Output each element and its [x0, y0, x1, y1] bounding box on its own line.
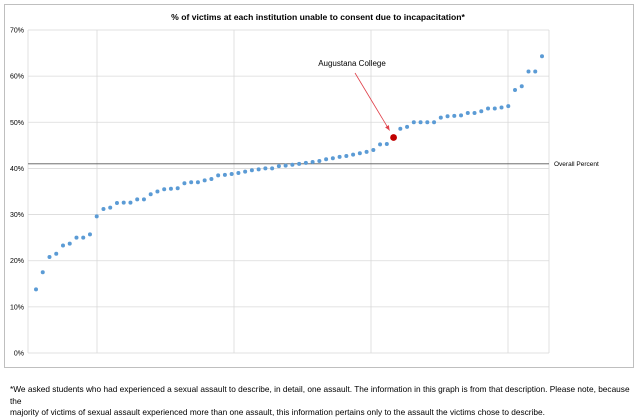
- augustana-college-label: Augustana College: [318, 59, 386, 68]
- data-point: [87, 232, 92, 237]
- data-point: [74, 235, 79, 240]
- y-tick-label: 0%: [14, 351, 24, 358]
- data-point: [67, 241, 72, 246]
- data-point: [40, 270, 45, 275]
- overall-percent-label: Overall Percent: [554, 161, 599, 168]
- data-point: [465, 111, 470, 116]
- data-point: [168, 186, 173, 191]
- data-point: [317, 159, 322, 164]
- data-point: [128, 200, 133, 205]
- data-point: [60, 243, 65, 248]
- data-point: [175, 186, 180, 191]
- data-point: [357, 151, 362, 156]
- data-point: [195, 180, 200, 185]
- annotation-arrow-head: [385, 125, 390, 131]
- data-point: [297, 161, 302, 166]
- data-point: [486, 106, 491, 111]
- chart-title: % of victims at each institution unable …: [171, 12, 465, 22]
- data-point: [492, 106, 497, 111]
- footnote-line-1: *We asked students who had experienced a…: [10, 384, 630, 406]
- y-tick-label: 10%: [10, 304, 24, 311]
- data-point: [533, 69, 538, 74]
- data-point: [411, 120, 416, 125]
- data-point: [162, 187, 167, 192]
- data-point: [310, 159, 315, 164]
- augustana-college-point: [390, 134, 397, 141]
- data-point: [94, 214, 99, 219]
- data-point: [330, 156, 335, 161]
- y-tick-label: 60%: [10, 74, 24, 81]
- footnote-line-2: majority of victims of sexual assault ex…: [10, 407, 545, 417]
- data-point: [479, 109, 484, 114]
- data-point: [236, 171, 241, 176]
- data-point: [519, 84, 524, 89]
- data-point: [398, 126, 403, 131]
- data-point: [202, 178, 207, 183]
- y-axis-ticks: 0% 10% 20% 30% 40% 50% 60% 70%: [10, 28, 24, 358]
- data-point: [283, 163, 288, 168]
- data-point: [182, 181, 187, 186]
- data-point: [418, 120, 423, 125]
- data-point: [303, 160, 308, 165]
- data-point: [364, 149, 369, 154]
- data-point: [276, 164, 281, 169]
- data-point: [513, 87, 518, 92]
- data-point: [47, 255, 52, 260]
- data-points: [34, 54, 544, 292]
- data-point: [499, 105, 504, 110]
- data-point: [526, 69, 531, 74]
- data-point: [249, 168, 254, 173]
- data-point: [263, 166, 268, 171]
- footnote: *We asked students who had experienced a…: [10, 384, 636, 419]
- data-point: [121, 200, 126, 205]
- data-point: [229, 171, 234, 176]
- data-point: [155, 189, 160, 194]
- data-point: [438, 115, 443, 120]
- y-tick-label: 50%: [10, 120, 24, 127]
- data-point: [209, 177, 214, 182]
- data-point: [81, 235, 86, 240]
- data-point: [101, 207, 106, 212]
- data-point: [405, 124, 410, 129]
- data-point: [222, 172, 227, 177]
- data-point: [189, 180, 194, 185]
- augustana-annotation: Augustana College: [318, 59, 390, 131]
- data-point: [378, 142, 383, 147]
- gridlines: [27, 29, 550, 354]
- data-point: [243, 169, 248, 174]
- data-point: [114, 201, 119, 206]
- data-point: [445, 114, 450, 119]
- y-tick-label: 40%: [10, 166, 24, 173]
- y-tick-label: 20%: [10, 258, 24, 265]
- data-point: [324, 157, 329, 162]
- data-point: [459, 113, 464, 118]
- data-point: [216, 173, 221, 178]
- y-tick-label: 30%: [10, 212, 24, 219]
- data-point: [452, 113, 457, 118]
- data-point: [351, 152, 356, 157]
- data-point: [54, 251, 59, 256]
- data-point: [384, 141, 389, 146]
- data-point: [290, 162, 295, 167]
- data-point: [337, 154, 342, 159]
- annotation-arrow-line: [354, 72, 390, 131]
- data-point: [344, 153, 349, 158]
- data-point: [256, 167, 261, 172]
- data-point: [472, 111, 477, 116]
- data-point: [148, 192, 153, 197]
- y-tick-label: 70%: [10, 28, 24, 35]
- data-point: [432, 120, 437, 125]
- overall-percent-line: Overall Percent: [28, 161, 599, 168]
- data-point: [141, 197, 146, 202]
- data-point: [540, 54, 544, 59]
- data-point: [270, 166, 275, 171]
- chart-frame: [4, 4, 634, 368]
- data-point: [371, 147, 376, 152]
- data-point: [34, 287, 38, 292]
- data-point: [425, 120, 430, 125]
- data-point: [108, 205, 113, 210]
- data-point: [135, 197, 140, 202]
- data-point: [506, 104, 511, 109]
- chart: % of victims at each institution unable …: [10, 12, 599, 358]
